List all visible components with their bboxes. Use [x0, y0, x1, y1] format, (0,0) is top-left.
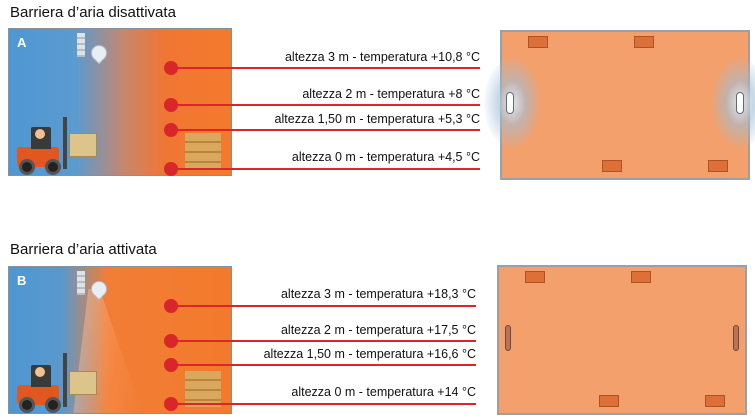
- air-curtain-icon: [505, 325, 511, 351]
- label-b-0m: altezza 0 m - temperatura +14 °C: [291, 385, 476, 399]
- label-a-3m: altezza 3 m - temperatura +10,8 °C: [284, 50, 480, 64]
- line-b-3m: [171, 305, 476, 307]
- heater-unit-icon: [705, 395, 725, 407]
- label-b-2m: altezza 2 m - temperatura +17,5 °C: [280, 323, 476, 337]
- section-b-title: Barriera d’aria attivata: [10, 241, 157, 258]
- shelf-stack-icon: [77, 33, 85, 57]
- shelf-stack-icon: [77, 271, 85, 295]
- line-a-2m: [171, 104, 480, 106]
- heater-unit-icon: [525, 271, 545, 283]
- floor-plan-a: [484, 30, 755, 180]
- air-curtain-icon: [733, 325, 739, 351]
- label-b-3m: altezza 3 m - temperatura +18,3 °C: [280, 287, 476, 301]
- section-a-title: Barriera d’aria disattivata: [10, 4, 176, 21]
- line-a-150m: [171, 129, 480, 131]
- heater-unit-icon: [599, 395, 619, 407]
- heater-unit-icon: [708, 160, 728, 172]
- cold-air-zone-right: [712, 58, 755, 148]
- line-b-0m: [171, 403, 476, 405]
- pallet-stack-icon: [185, 371, 221, 407]
- scene-a-letter: A: [17, 35, 27, 50]
- warehouse-scene-a: A: [8, 28, 232, 176]
- label-a-0m: altezza 0 m - temperatura +4,5 °C: [291, 150, 480, 164]
- line-b-2m: [171, 340, 476, 342]
- line-a-3m: [171, 67, 480, 69]
- heater-unit-icon: [528, 36, 548, 48]
- heater-unit-icon: [631, 271, 651, 283]
- pallet-stack-icon: [185, 133, 221, 169]
- scene-b-letter: B: [17, 273, 27, 288]
- heater-unit-icon: [634, 36, 654, 48]
- line-a-0m: [171, 168, 480, 170]
- label-a-2m: altezza 2 m - temperatura +8 °C: [302, 87, 480, 101]
- warm-air-jet: [73, 289, 143, 413]
- label-a-150m: altezza 1,50 m - temperatura +5,3 °C: [274, 112, 480, 126]
- location-pin-icon: [87, 41, 111, 65]
- line-b-150m: [171, 364, 476, 366]
- heater-unit-icon: [602, 160, 622, 172]
- air-curtain-icon: [506, 92, 514, 114]
- floor-plan-b: [497, 265, 747, 415]
- air-curtain-icon: [736, 92, 744, 114]
- label-b-150m: altezza 1,50 m - temperatura +16,6 °C: [263, 347, 476, 361]
